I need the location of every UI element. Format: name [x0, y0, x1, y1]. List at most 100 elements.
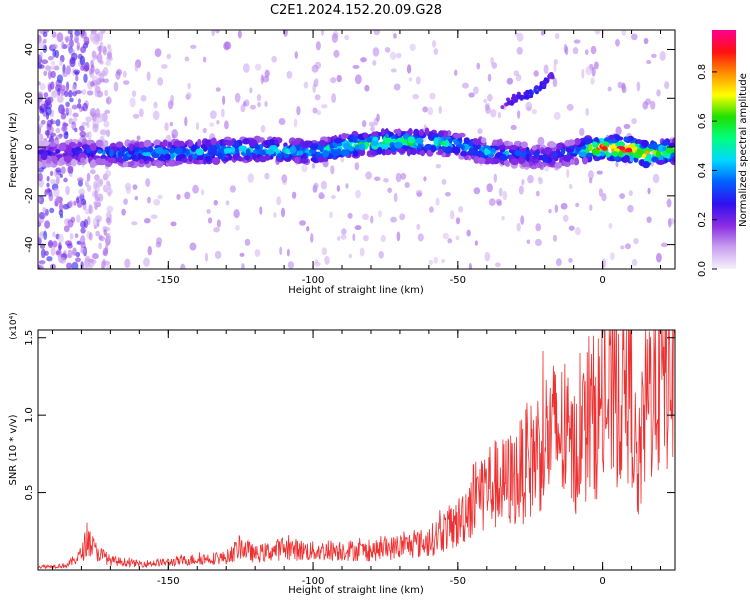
ridge-blob: [38, 161, 43, 169]
noise-blob: [122, 70, 127, 78]
noise-blob: [572, 47, 579, 55]
noise-blob: [610, 252, 615, 261]
noise-blob: [97, 31, 103, 42]
noise-blob: [63, 85, 68, 92]
noise-blob: [310, 233, 314, 243]
noise-blob: [94, 68, 101, 75]
noise-blob: [189, 242, 197, 251]
noise-blob: [44, 188, 52, 193]
noise-blob: [427, 106, 434, 116]
noise-blob: [225, 200, 230, 206]
ridge-blob: [394, 141, 403, 149]
noise-blob: [46, 129, 50, 139]
ridge-blob: [424, 127, 430, 136]
ridge-blob: [294, 138, 302, 144]
noise-blob: [286, 70, 293, 79]
noise-blob: [77, 177, 84, 182]
ridge-blob: [655, 150, 661, 158]
noise-blob: [53, 65, 60, 71]
noise-blob: [51, 60, 56, 66]
ridge-blob: [430, 145, 437, 153]
noise-blob: [116, 68, 123, 76]
noise-blob: [320, 104, 328, 109]
noise-blob: [584, 49, 589, 55]
noise-blob: [647, 187, 651, 195]
noise-blob: [234, 92, 241, 103]
noise-blob: [553, 234, 557, 242]
ridge-blob: [493, 158, 500, 164]
noise-blob: [211, 30, 216, 37]
ridge-blob: [273, 139, 279, 145]
noise-blob: [262, 75, 270, 83]
noise-blob: [46, 175, 50, 182]
ridge-blob: [380, 128, 385, 136]
noise-blob: [537, 136, 545, 147]
ridge-blob: [242, 138, 251, 145]
noise-blob: [521, 178, 525, 186]
noise-blob: [396, 231, 401, 242]
ridge-blob: [55, 149, 61, 154]
noise-blob: [38, 172, 43, 182]
noise-blob: [42, 207, 47, 213]
noise-blob: [86, 172, 91, 182]
noise-blob: [615, 39, 620, 47]
noise-blob: [574, 227, 581, 236]
noise-blob: [215, 30, 220, 34]
ridge-blob: [641, 139, 649, 148]
noise-blob: [99, 60, 104, 65]
noise-blob: [50, 70, 56, 79]
ridge-blob: [492, 139, 498, 145]
noise-blob: [468, 92, 475, 98]
noise-blob: [260, 125, 266, 133]
noise-blob: [596, 170, 603, 175]
noise-blob: [59, 173, 63, 178]
noise-blob: [156, 237, 163, 245]
noise-blob: [395, 172, 402, 183]
ridge-blob: [464, 145, 470, 150]
noise-blob: [42, 38, 47, 44]
noise-blob: [38, 91, 44, 99]
noise-blob: [98, 45, 102, 55]
noise-blob: [631, 258, 638, 267]
ridge-blob: [302, 153, 307, 160]
ridge-blob: [117, 150, 125, 158]
noise-blob: [652, 173, 660, 184]
noise-blob: [52, 49, 57, 58]
noise-blob: [47, 239, 54, 249]
ridge-blob: [382, 143, 389, 150]
noise-blob: [562, 214, 569, 222]
noise-blob: [180, 263, 186, 269]
noise-blob: [506, 77, 514, 85]
noise-blob: [169, 121, 174, 127]
ridge-blob: [85, 147, 92, 154]
ridge-blob: [303, 140, 312, 147]
noise-blob: [101, 265, 105, 269]
noise-blob: [129, 97, 136, 108]
noise-blob: [102, 247, 109, 257]
noise-blob: [276, 196, 282, 206]
noise-blob: [355, 189, 361, 199]
noise-blob: [138, 108, 144, 118]
noise-blob: [331, 33, 338, 44]
ridge-blob: [538, 163, 543, 168]
ridge-blob: [437, 148, 444, 155]
ridge-blob: [603, 137, 610, 143]
ridge-blob: [615, 134, 621, 142]
ridge-blob: [74, 146, 81, 151]
noise-blob: [94, 174, 100, 182]
noise-blob: [49, 207, 55, 214]
noise-blob: [99, 129, 107, 136]
ridge-blob: [554, 161, 563, 169]
colorbar: 0.0 0.2 0.4 0.6 0.8 Normalized spectral ampl…: [697, 30, 749, 277]
noise-blob: [106, 96, 112, 105]
noise-blob: [646, 59, 652, 65]
ridge-blob: [477, 157, 486, 164]
noise-blob: [518, 185, 524, 195]
noise-blob: [202, 56, 207, 63]
ridge-blob: [460, 150, 468, 157]
ridge-blob: [89, 143, 97, 151]
ridge-blob: [453, 140, 460, 146]
noise-blob: [588, 170, 594, 180]
ridge-blob: [549, 142, 557, 148]
noise-blob: [564, 46, 569, 56]
